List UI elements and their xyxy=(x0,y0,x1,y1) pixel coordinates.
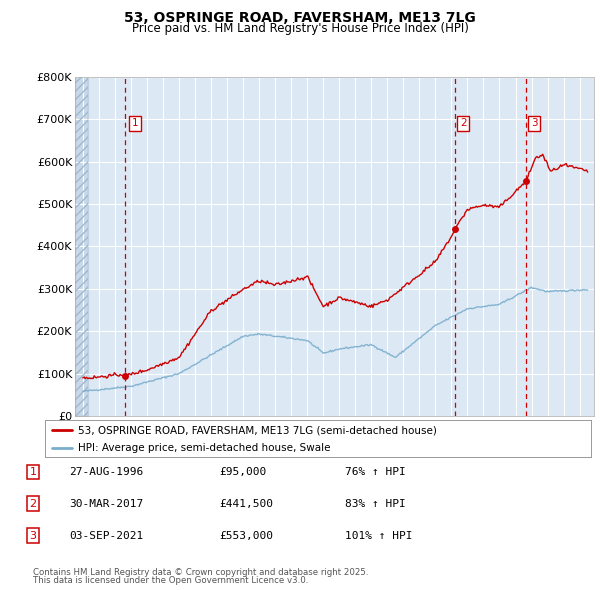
Text: £95,000: £95,000 xyxy=(219,467,266,477)
Text: 76% ↑ HPI: 76% ↑ HPI xyxy=(345,467,406,477)
Text: 3: 3 xyxy=(531,119,538,129)
Text: 53, OSPRINGE ROAD, FAVERSHAM, ME13 7LG (semi-detached house): 53, OSPRINGE ROAD, FAVERSHAM, ME13 7LG (… xyxy=(78,425,437,435)
Text: Contains HM Land Registry data © Crown copyright and database right 2025.: Contains HM Land Registry data © Crown c… xyxy=(33,568,368,577)
Text: 2: 2 xyxy=(29,499,37,509)
Text: 1: 1 xyxy=(29,467,37,477)
Text: 03-SEP-2021: 03-SEP-2021 xyxy=(69,531,143,540)
Text: 27-AUG-1996: 27-AUG-1996 xyxy=(69,467,143,477)
Text: 2: 2 xyxy=(460,119,467,129)
Text: HPI: Average price, semi-detached house, Swale: HPI: Average price, semi-detached house,… xyxy=(78,443,330,453)
Text: 101% ↑ HPI: 101% ↑ HPI xyxy=(345,531,413,540)
Text: 3: 3 xyxy=(29,531,37,540)
Text: £441,500: £441,500 xyxy=(219,499,273,509)
Text: Price paid vs. HM Land Registry's House Price Index (HPI): Price paid vs. HM Land Registry's House … xyxy=(131,22,469,35)
Text: 83% ↑ HPI: 83% ↑ HPI xyxy=(345,499,406,509)
Text: 30-MAR-2017: 30-MAR-2017 xyxy=(69,499,143,509)
Text: £553,000: £553,000 xyxy=(219,531,273,540)
Text: 1: 1 xyxy=(132,119,139,129)
Text: 53, OSPRINGE ROAD, FAVERSHAM, ME13 7LG: 53, OSPRINGE ROAD, FAVERSHAM, ME13 7LG xyxy=(124,11,476,25)
Text: This data is licensed under the Open Government Licence v3.0.: This data is licensed under the Open Gov… xyxy=(33,576,308,585)
